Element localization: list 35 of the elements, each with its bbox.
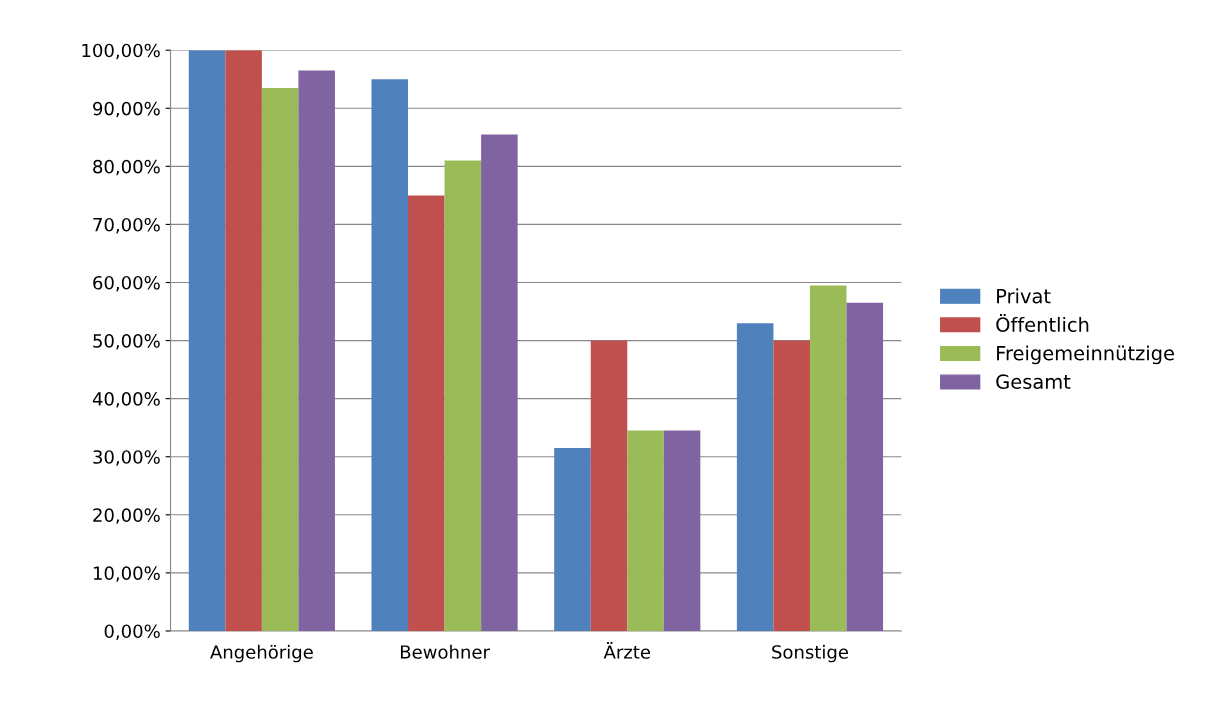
y-tick-label: 70,00% (93, 217, 160, 234)
x-tick-label: Sonstige (772, 644, 849, 663)
bar (846, 302, 884, 631)
legend-label: Privat (997, 288, 1051, 304)
y-tick-label: 50,00% (93, 334, 160, 350)
bar (554, 448, 591, 631)
y-tick-label: 100,00% (82, 43, 160, 60)
x-tick-label: Angehörige (210, 644, 313, 663)
bar (261, 87, 299, 631)
y-tick-label: 60,00% (93, 275, 160, 292)
y-tick-label: 40,00% (92, 392, 160, 408)
bar (444, 160, 482, 631)
legend-label: Öffentlich (996, 313, 1089, 332)
bar (225, 50, 262, 631)
bar (481, 134, 518, 631)
x-tick-label: Ärzte (603, 642, 651, 659)
legend-label: Gesamt (996, 374, 1071, 390)
bar (298, 70, 335, 631)
bar (663, 430, 701, 631)
bar (371, 79, 409, 631)
y-tick-label: 10,00% (93, 566, 160, 582)
y-tick-label: 90,00% (93, 101, 160, 118)
bar (408, 195, 445, 631)
x-tick-label: Bewohner (400, 644, 490, 659)
y-tick-label: 20,00% (93, 508, 160, 524)
y-tick-label: 80,00% (93, 159, 160, 176)
y-tick-label: 0,00% (104, 624, 160, 640)
bar (590, 340, 628, 631)
bar (773, 340, 810, 631)
y-tick-label: 30,00% (93, 450, 160, 466)
bar (809, 285, 847, 631)
bar (736, 323, 774, 631)
bar (188, 50, 226, 631)
bar (627, 430, 664, 631)
legend-label: Freigemeinnützige (997, 345, 1174, 365)
